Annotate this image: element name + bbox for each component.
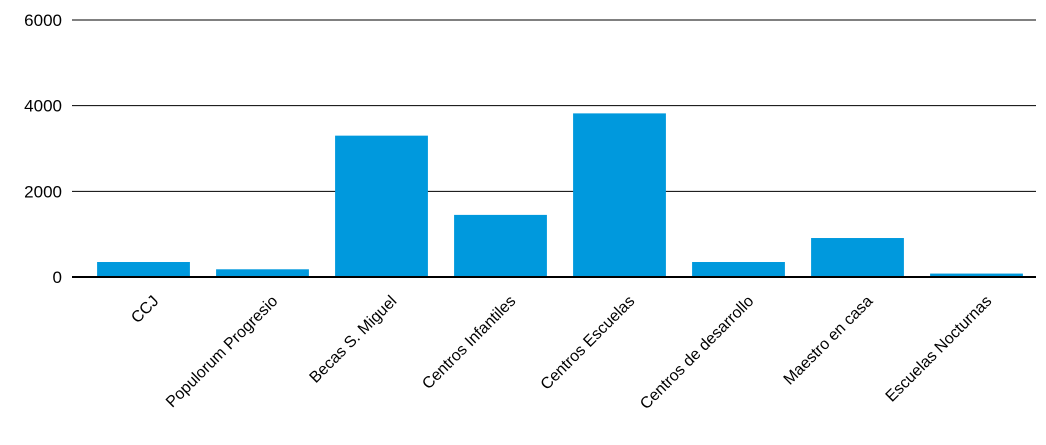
- bar-5: [573, 113, 666, 277]
- bar-2: [216, 269, 309, 277]
- bar-8: [930, 273, 1023, 277]
- bar-7: [811, 238, 904, 277]
- x-tick-label-3: Becas S. Miguel: [307, 293, 401, 387]
- gridlines: [72, 19, 1036, 192]
- bar-4: [454, 214, 547, 277]
- x-tick-label-8: Escuelas Nocturnas: [883, 293, 996, 406]
- y-axis-ticks: 0 2000 4000 6000: [24, 11, 62, 287]
- bar-1: [97, 262, 190, 277]
- x-tick-label-4: Centros Infantiles: [419, 293, 519, 393]
- x-tick-label-1: CCJ: [128, 293, 162, 327]
- x-tick-label-6: Centros de desarrollo: [637, 293, 757, 413]
- y-tick-label-0: 0: [53, 268, 62, 287]
- x-axis-ticks: CCJ Populorum Progresio Becas S. Miguel Cen…: [128, 293, 995, 413]
- y-tick-label-2000: 2000: [24, 182, 62, 201]
- bars: [97, 113, 1023, 277]
- y-tick-label-6000: 6000: [24, 11, 62, 30]
- bar-6: [692, 262, 785, 277]
- x-tick-label-7: Maestro en casa: [781, 293, 877, 389]
- x-tick-label-2: Populorum Progresio: [163, 293, 281, 411]
- y-tick-label-4000: 4000: [24, 97, 62, 116]
- x-tick-label-5: Centros Escuelas: [538, 293, 639, 394]
- bar-3: [335, 135, 428, 277]
